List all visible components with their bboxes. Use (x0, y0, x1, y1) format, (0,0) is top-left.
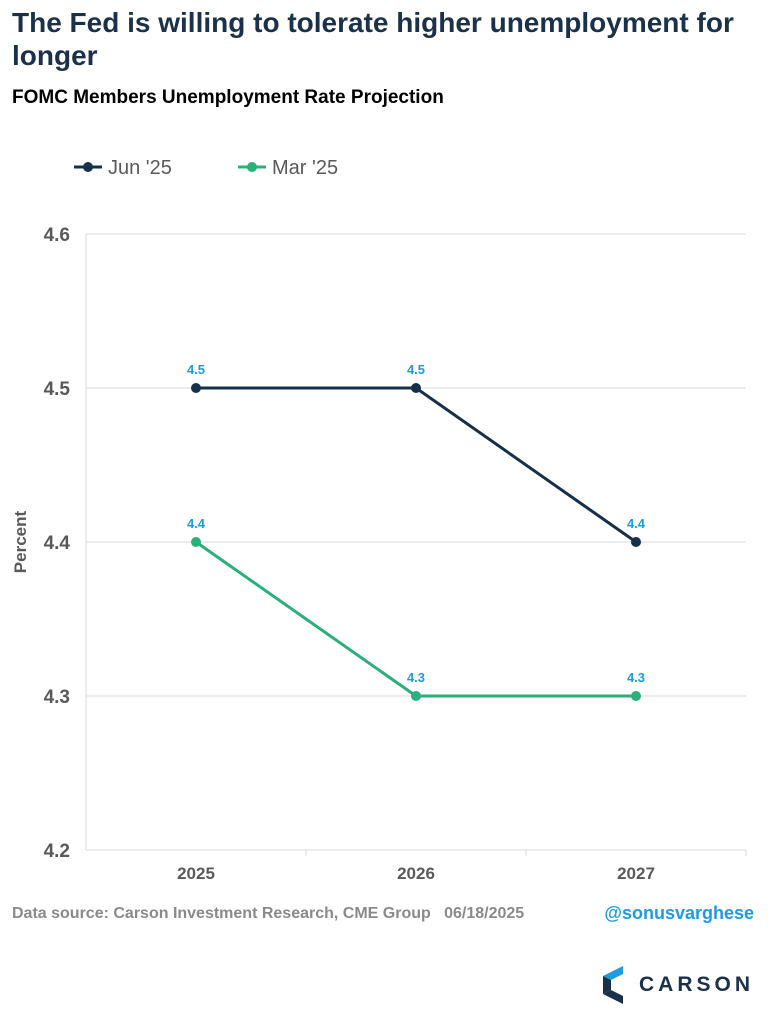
data-point (411, 383, 421, 393)
y-axis-label: Percent (11, 510, 30, 573)
y-tick-label: 4.4 (44, 533, 71, 554)
data-label: 4.3 (627, 670, 645, 685)
y-tick-label: 4.2 (44, 841, 70, 862)
data-source: Data source: Carson Investment Research,… (12, 905, 524, 923)
carson-logo-text: CARSON (638, 973, 754, 996)
data-label: 4.4 (187, 516, 206, 531)
y-tick-label: 4.3 (44, 687, 70, 708)
page-title: The Fed is willing to tolerate higher un… (12, 7, 734, 71)
data-point (631, 537, 641, 547)
y-tick-label: 4.5 (44, 379, 71, 400)
data-point (631, 691, 641, 701)
data-source-text: Data source: Carson Investment Research,… (12, 905, 431, 922)
legend-marker (247, 162, 257, 172)
data-point (191, 537, 201, 547)
twitter-handle[interactable]: @sonusvarghese (604, 903, 754, 923)
data-label: 4.5 (187, 362, 205, 377)
data-point (191, 383, 201, 393)
legend-label: Mar '25 (272, 157, 338, 179)
y-tick-label: 4.6 (44, 225, 70, 246)
legend-label: Jun '25 (108, 157, 172, 179)
data-date: 06/18/2025 (444, 905, 525, 922)
data-label: 4.3 (407, 670, 425, 685)
chart-subtitle: FOMC Members Unemployment Rate Projectio… (12, 87, 444, 108)
series-line-jun (196, 386, 637, 544)
x-tick-label: 2026 (397, 864, 435, 883)
line-chart: 4.2 4.3 4.4 4.5 4.6 2025 2026 2027 Percent 4.5 4.5… (11, 157, 747, 883)
data-label: 4.4 (627, 516, 646, 531)
x-tick-label: 2025 (177, 864, 215, 883)
carson-logo-icon (602, 966, 623, 1004)
data-label: 4.5 (407, 362, 425, 377)
data-point (411, 691, 421, 701)
carson-logo: CARSON (602, 966, 754, 1004)
x-tick-label: 2027 (617, 864, 655, 883)
legend-marker (83, 162, 93, 172)
